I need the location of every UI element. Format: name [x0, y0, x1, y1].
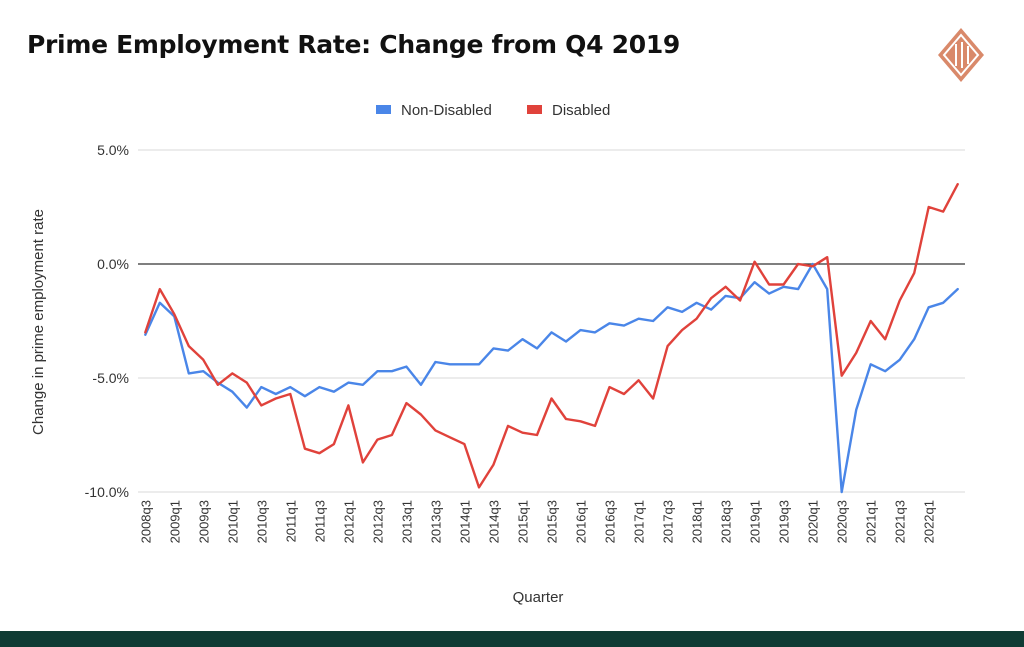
series-layer: [144, 182, 959, 494]
x-tick-label: 2014q1: [457, 500, 472, 543]
legend-label-non-disabled: Non-Disabled: [401, 102, 492, 119]
y-tick-labels: 5.0% 0.0% -5.0% -10.0%: [85, 142, 129, 500]
x-axis-title: Quarter: [513, 589, 564, 606]
y-tick-label: 0.0%: [97, 256, 129, 272]
x-tick-labels: 2008q3 2009q1 2009q3 2010q1 2010q3 2011q1 2011…: [138, 500, 936, 543]
x-tick-label: 2010q3: [254, 500, 269, 543]
page-title: Prime Employment Rate: Change from Q4 20…: [27, 30, 681, 59]
x-tick-label: 2016q1: [574, 500, 589, 543]
y-tick-label: -5.0%: [92, 370, 129, 386]
x-tick-label: 2010q1: [225, 500, 240, 543]
x-tick-label: 2014q3: [486, 500, 501, 543]
legend: Non-Disabled Disabled: [376, 102, 610, 119]
legend-label-disabled: Disabled: [552, 102, 610, 119]
x-tick-label: 2012q3: [370, 500, 385, 543]
x-tick-label: 2018q1: [690, 500, 705, 543]
x-tick-label: 2021q3: [893, 500, 908, 543]
legend-swatch-non-disabled: [376, 105, 391, 114]
x-tick-label: 2019q1: [748, 500, 763, 543]
series-line-non-disabled: [144, 262, 959, 494]
x-tick-label: 2019q3: [777, 500, 792, 543]
x-tick-label: 2022q1: [922, 500, 937, 543]
footer-bar: [0, 631, 1024, 647]
x-tick-label: 2012q1: [341, 500, 356, 543]
line-chart: 5.0%0.0%-5.0%-10.0% 2008q3 2009q1 2009q3 20…: [30, 102, 965, 606]
x-tick-label: 2009q1: [167, 500, 182, 543]
brand-logo: [938, 28, 984, 82]
x-tick-label: 2016q3: [603, 500, 618, 543]
y-axis-title: Change in prime employment rate: [30, 209, 47, 435]
x-tick-label: 2018q3: [719, 500, 734, 543]
x-tick-label: 2017q1: [632, 500, 647, 543]
x-tick-label: 2020q1: [806, 500, 821, 543]
series-line-disabled: [144, 182, 959, 489]
x-tick-label: 2009q3: [196, 500, 211, 543]
x-tick-label: 2011q3: [312, 500, 327, 542]
y-tick-label: 5.0%: [97, 142, 129, 158]
legend-swatch-disabled: [527, 105, 542, 114]
x-tick-label: 2013q3: [428, 500, 443, 543]
x-tick-label: 2013q1: [399, 500, 414, 543]
x-tick-label: 2017q3: [661, 500, 676, 543]
x-tick-label: 2015q1: [515, 500, 530, 543]
x-tick-label: 2021q1: [864, 500, 879, 543]
x-tick-label: 2011q1: [283, 500, 298, 542]
x-tick-label: 2015q3: [545, 500, 560, 543]
grid-layer: [138, 149, 965, 493]
x-tick-label: 2008q3: [138, 500, 153, 543]
y-tick-label: -10.0%: [85, 484, 129, 500]
x-tick-label: 2020q3: [835, 500, 850, 543]
